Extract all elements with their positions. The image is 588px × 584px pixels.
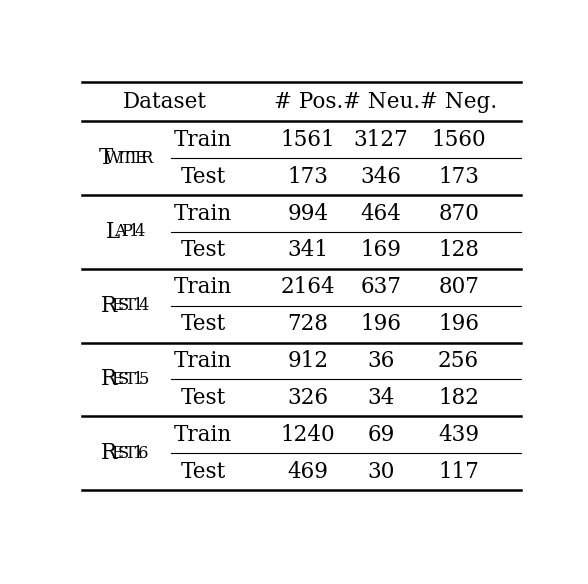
Text: T: T: [125, 444, 136, 462]
Text: 173: 173: [438, 166, 479, 187]
Text: 439: 439: [438, 424, 479, 446]
Text: T: T: [125, 371, 136, 388]
Text: 728: 728: [288, 313, 329, 335]
Text: S: S: [118, 371, 129, 388]
Text: # Pos.: # Pos.: [273, 91, 343, 113]
Text: 1560: 1560: [431, 129, 486, 151]
Text: E: E: [111, 297, 123, 314]
Text: # Neg.: # Neg.: [420, 91, 497, 113]
Text: S: S: [118, 297, 129, 314]
Text: 196: 196: [438, 313, 479, 335]
Text: 4: 4: [135, 224, 145, 241]
Text: 6: 6: [138, 444, 149, 462]
Text: # Neu.: # Neu.: [343, 91, 420, 113]
Text: Train: Train: [174, 350, 232, 372]
Text: 346: 346: [360, 166, 402, 187]
Text: Test: Test: [181, 461, 226, 482]
Text: E: E: [111, 371, 123, 388]
Text: Test: Test: [181, 166, 226, 187]
Text: Test: Test: [181, 313, 226, 335]
Text: 1240: 1240: [281, 424, 336, 446]
Text: 1: 1: [132, 444, 142, 462]
Text: R: R: [101, 442, 118, 464]
Text: 3127: 3127: [354, 129, 409, 151]
Text: 36: 36: [368, 350, 395, 372]
Text: 637: 637: [360, 276, 402, 298]
Text: S: S: [118, 444, 129, 462]
Text: 1561: 1561: [281, 129, 336, 151]
Text: 326: 326: [288, 387, 329, 409]
Text: 182: 182: [438, 387, 479, 409]
Text: I: I: [117, 150, 123, 166]
Text: 69: 69: [368, 424, 395, 446]
Text: 1: 1: [128, 224, 139, 241]
Text: W: W: [105, 150, 122, 166]
Text: 870: 870: [438, 203, 479, 224]
Text: 341: 341: [288, 239, 329, 262]
Text: Train: Train: [174, 203, 232, 224]
Text: Train: Train: [174, 276, 232, 298]
Text: 117: 117: [438, 461, 479, 482]
Text: R: R: [141, 150, 153, 166]
Text: 128: 128: [438, 239, 479, 262]
Text: A: A: [115, 224, 126, 241]
Text: 1: 1: [132, 297, 142, 314]
Text: E: E: [134, 150, 146, 166]
Text: 464: 464: [360, 203, 402, 224]
Text: R: R: [101, 369, 118, 391]
Text: L: L: [106, 221, 120, 243]
Text: T: T: [99, 147, 113, 169]
Text: Dataset: Dataset: [123, 91, 206, 113]
Text: T: T: [125, 297, 136, 314]
Text: 34: 34: [368, 387, 395, 409]
Text: E: E: [111, 444, 123, 462]
Text: 169: 169: [360, 239, 402, 262]
Text: R: R: [101, 295, 118, 317]
Text: 807: 807: [438, 276, 479, 298]
Text: 4: 4: [138, 297, 149, 314]
Text: P: P: [122, 224, 132, 241]
Text: 196: 196: [360, 313, 402, 335]
Text: 469: 469: [288, 461, 329, 482]
Text: Train: Train: [174, 129, 232, 151]
Text: 256: 256: [438, 350, 479, 372]
Text: 912: 912: [288, 350, 329, 372]
Text: 30: 30: [368, 461, 395, 482]
Text: T: T: [122, 150, 132, 166]
Text: Test: Test: [181, 387, 226, 409]
Text: 1: 1: [132, 371, 142, 388]
Text: T: T: [128, 150, 139, 166]
Text: 173: 173: [288, 166, 329, 187]
Text: 5: 5: [138, 371, 149, 388]
Text: Train: Train: [174, 424, 232, 446]
Text: 994: 994: [288, 203, 329, 224]
Text: Test: Test: [181, 239, 226, 262]
Text: 2164: 2164: [281, 276, 336, 298]
